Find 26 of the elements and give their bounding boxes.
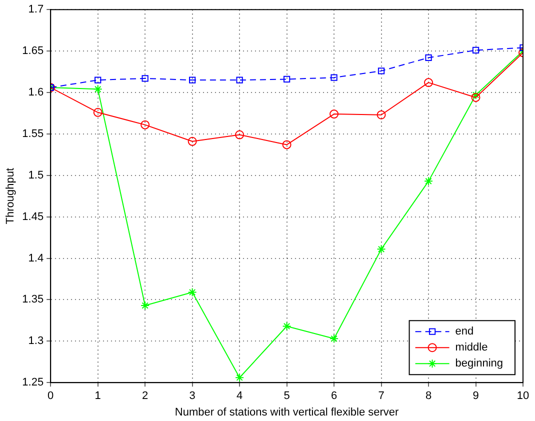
x-tick-label: 6	[330, 390, 338, 402]
x-tick-label: 9	[472, 390, 479, 402]
x-axis-title: Number of stations with vertical flexible server	[174, 406, 400, 418]
y-axis-title: Throughput	[4, 168, 17, 224]
y-tick-label: 1.65	[22, 45, 44, 58]
x-tick-label: 5	[284, 390, 290, 402]
x-tick-label: 3	[189, 390, 196, 402]
x-tick-label: 8	[425, 390, 432, 402]
x-tick-label: 0	[48, 390, 54, 402]
legend-label: middle	[455, 342, 488, 354]
x-tick-label: 10	[516, 390, 530, 402]
x-tick-label: 1	[94, 390, 101, 402]
y-tick-label: 1.55	[22, 128, 44, 140]
y-tick-label: 1.3	[28, 335, 44, 348]
y-tick-label: 1.4	[28, 252, 44, 264]
y-tick-label: 1.7	[28, 4, 44, 16]
y-tick-label: 1.35	[22, 294, 44, 306]
x-tick-label: 7	[378, 390, 384, 402]
y-tick-label: 1.6	[28, 86, 44, 99]
y-tick-label: 1.45	[22, 210, 44, 223]
legend-label: end	[455, 326, 474, 338]
y-tick-label: 1.5	[28, 169, 44, 182]
legend-label: beginning	[455, 358, 504, 370]
y-tick-label: 1.25	[22, 376, 44, 389]
x-tick-label: 4	[236, 390, 243, 402]
x-tick-label: 2	[142, 390, 148, 402]
